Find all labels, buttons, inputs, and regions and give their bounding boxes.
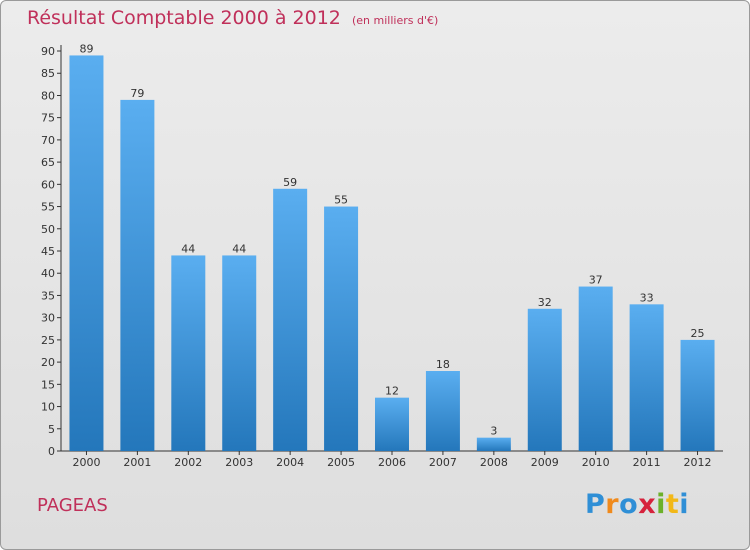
y-tick-label: 40 [41,267,55,280]
y-tick-label: 30 [41,312,55,325]
chart-title-block: Résultat Comptable 2000 à 2012 (en milli… [27,7,438,29]
y-tick-label: 45 [41,245,55,258]
data-label: 37 [589,274,603,287]
data-label: 32 [538,296,552,309]
logo-letter: P [585,489,606,520]
data-label: 3 [490,425,497,438]
bar [171,255,206,451]
chart-title: Résultat Comptable 2000 à 2012 [27,7,341,29]
x-tick-label: 2000 [72,456,100,469]
data-label: 89 [79,42,93,55]
data-label: 55 [334,194,348,207]
x-tick-label: 2008 [480,456,508,469]
data-label: 79 [130,87,144,100]
y-tick-label: 50 [41,223,55,236]
x-tick-label: 2005 [327,456,355,469]
logo-letter: i [656,489,666,520]
x-tick-label: 2012 [684,456,712,469]
y-tick-label: 70 [41,134,55,147]
y-tick-label: 65 [41,156,55,169]
y-tick-label: 5 [48,423,55,436]
logo-letter: i [679,489,690,520]
x-tick-label: 2002 [174,456,202,469]
x-tick-label: 2011 [633,456,661,469]
y-tick-label: 80 [41,89,55,102]
x-tick-label: 2006 [378,456,406,469]
bar [680,339,715,451]
x-tick-label: 2007 [429,456,457,469]
bar [324,206,359,451]
bar [375,397,409,451]
bar [578,286,613,451]
logo-letter: x [638,489,657,520]
y-tick-label: 10 [41,401,55,414]
x-tick-label: 2003 [225,456,253,469]
logo-letter: r [605,489,620,520]
y-tick-label: 55 [41,201,55,214]
bar [120,99,155,451]
x-tick-label: 2010 [582,456,610,469]
y-tick-label: 75 [41,112,55,125]
data-label: 18 [436,358,450,371]
logo-letter: o [619,489,639,520]
data-label: 59 [283,176,297,189]
data-label: 25 [691,327,705,340]
y-tick-label: 60 [41,178,55,191]
x-tick-label: 2009 [531,456,559,469]
bar [273,188,308,451]
proxiti-logo: Proxiti [585,489,689,520]
data-label: 33 [640,291,654,304]
data-label: 44 [181,242,195,255]
y-tick-label: 35 [41,289,55,302]
chart-subtitle: (en milliers d'€) [351,14,439,27]
y-tick-label: 15 [41,378,55,391]
y-tick-label: 85 [41,67,55,80]
y-tick-label: 0 [48,445,55,458]
bar [69,55,104,451]
bar [629,304,664,451]
y-tick-label: 25 [41,334,55,347]
x-tick-label: 2001 [123,456,151,469]
bar [527,308,562,451]
data-label: 12 [385,385,399,398]
bar [222,255,257,451]
bar [476,437,511,451]
commune-name: PAGEAS [37,495,108,516]
bar [425,371,460,451]
x-tick-label: 2004 [276,456,304,469]
data-label: 44 [232,242,246,255]
y-tick-label: 20 [41,356,55,369]
logo-letter: t [665,489,680,520]
y-tick-label: 90 [41,45,55,58]
